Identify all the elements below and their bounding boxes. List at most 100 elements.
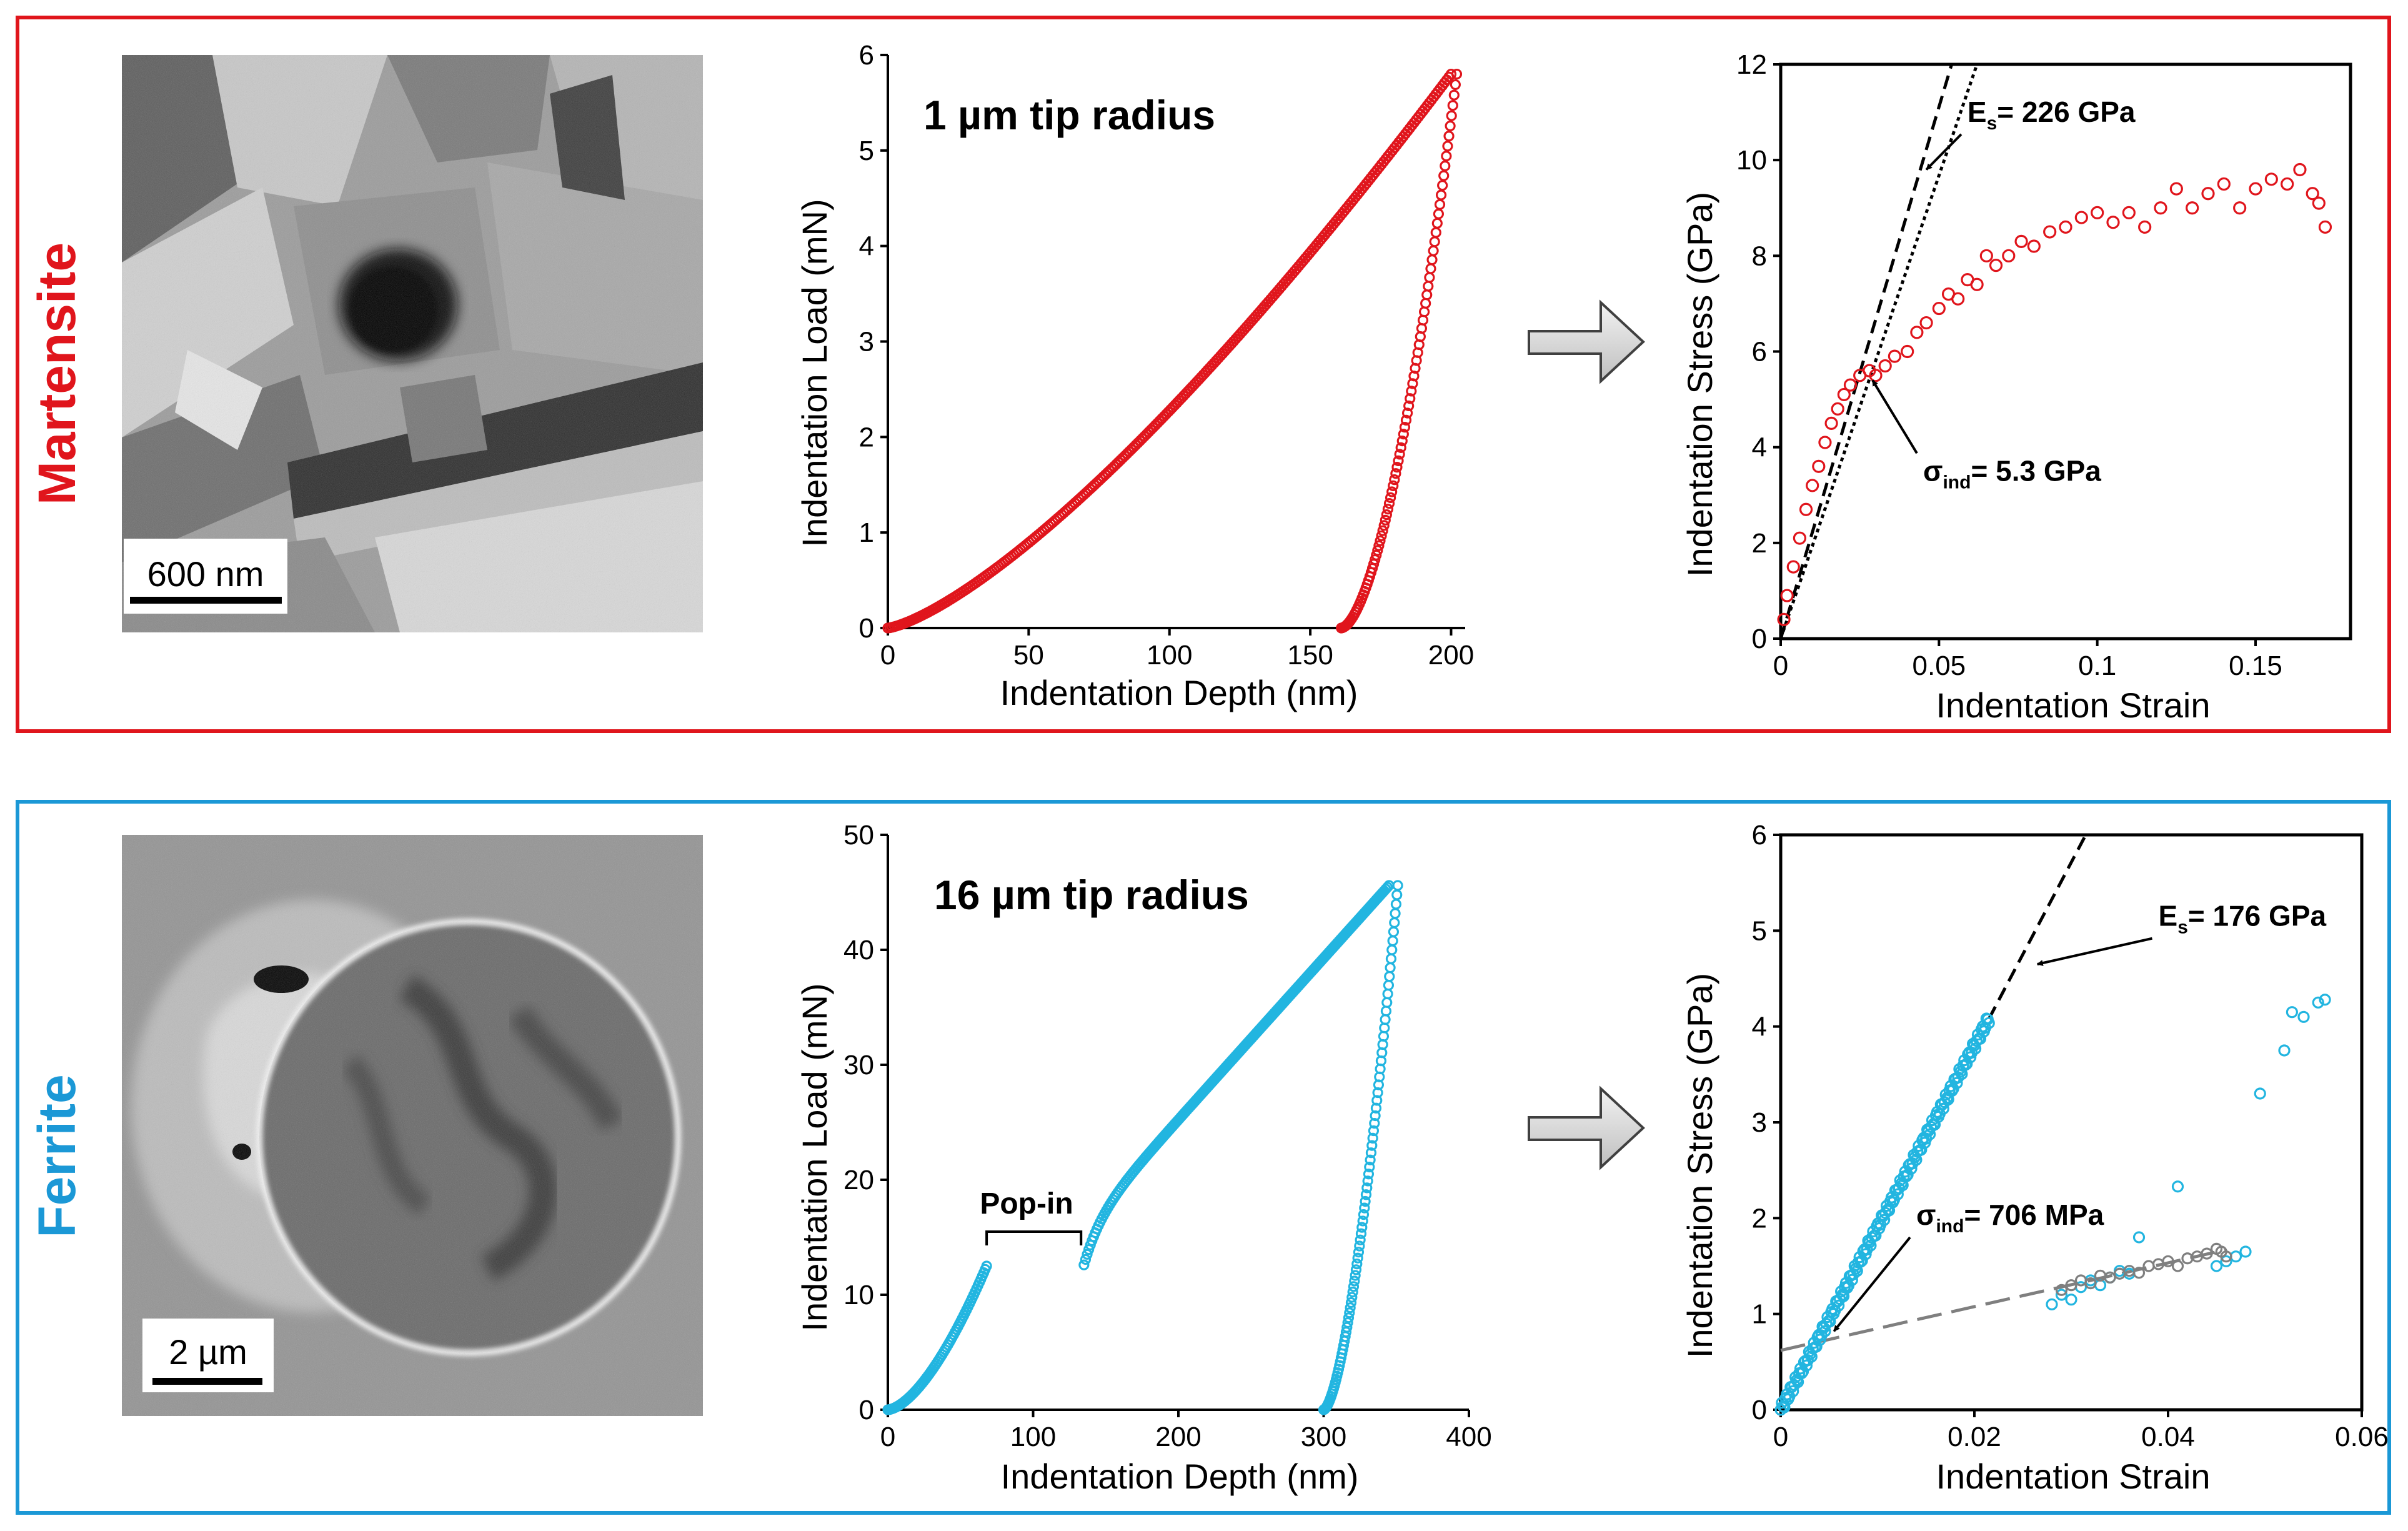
ferrite-stress-strain-elastic-data-point bbox=[1906, 1157, 1919, 1170]
ferrite-load-depth-unloading-point bbox=[1350, 1270, 1361, 1281]
ferrite-load-depth-unloading-point bbox=[1390, 908, 1401, 919]
ferrite-stress-strain-data-point bbox=[2094, 1279, 2107, 1292]
martensite-stress-strain-data-point bbox=[2002, 249, 2016, 262]
ferrite-load-depth-chart: 16 µm tip radius Indentation Depth (nm) … bbox=[795, 820, 1492, 1496]
ferrite-stress-strain-y-tick-label: 6 bbox=[1752, 820, 1767, 850]
martensite-stress-strain-fit-line bbox=[1779, 64, 1979, 639]
martensite-load-depth-unloading-point bbox=[1383, 498, 1395, 509]
martensite-load-depth-y-tick-label: 3 bbox=[859, 327, 874, 357]
martensite-load-depth-unloading-point bbox=[1443, 131, 1455, 142]
martensite-stress-strain-data-point bbox=[1910, 326, 1924, 339]
ferrite-load-depth-y-tick-label: 30 bbox=[843, 1050, 874, 1080]
martensite-stress-strain-data-point bbox=[1780, 589, 1794, 602]
ferrite-load-depth-unloading-point bbox=[1367, 1132, 1378, 1144]
ferrite-load-depth-unloading-point bbox=[1353, 1247, 1365, 1258]
ferrite-load-depth-unloading-point bbox=[1369, 1117, 1380, 1129]
popin-label: Pop-in bbox=[980, 1187, 1073, 1220]
ferrite-stress-strain-gray-data-point bbox=[2220, 1250, 2232, 1263]
martensite-stress-strain-data-point bbox=[1806, 479, 1819, 492]
martensite-stress-strain-data-point bbox=[1843, 378, 1858, 392]
martensite-load-depth-unloading-point bbox=[1442, 141, 1453, 152]
ferrite-stress-strain-fit-line bbox=[1780, 1248, 2227, 1352]
ferrite-load-depth-ylabel: Indentation Load (mN) bbox=[795, 983, 834, 1331]
ferrite-load-depth-unloading-point bbox=[1384, 971, 1395, 982]
ferrite-stress-strain-elastic-data-point bbox=[1983, 1017, 1995, 1029]
ferrite-load-depth-unloading-point bbox=[1390, 899, 1402, 910]
ferrite-load-depth-y-tick-label: 10 bbox=[843, 1280, 874, 1310]
ferrite-load-depth-y-tick-label: 40 bbox=[843, 935, 874, 965]
martensite-stress-strain-data-point bbox=[2091, 206, 2104, 220]
ferrite-load-depth-unloading-point bbox=[1387, 935, 1398, 947]
martensite-stress-strain-data-point bbox=[1837, 387, 1851, 402]
martensite-stress-strain-data-point bbox=[2281, 177, 2294, 191]
ferrite-stress-strain-data-point bbox=[2312, 996, 2324, 1009]
transition-arrow-icon bbox=[1528, 1085, 1645, 1170]
ferrite-stress-strain-y-tick-label: 2 bbox=[1752, 1203, 1767, 1234]
ferrite-load-depth-post-pop-in-loading-point bbox=[1078, 1259, 1090, 1270]
ferrite-load-depth-unloading-point bbox=[1392, 880, 1403, 891]
martensite-stress-strain-data-point bbox=[1878, 359, 1892, 373]
martensite-load-depth-unloading-point bbox=[1380, 514, 1391, 526]
ferrite-stress-strain-x-tick-label: 0.02 bbox=[1948, 1422, 2001, 1452]
martensite-load-depth-unloading-point bbox=[1385, 492, 1396, 503]
ferrite-stress-strain-annotation-arrow bbox=[2036, 937, 2152, 966]
martensite-stress-strain-y-tick-label: 6 bbox=[1752, 337, 1767, 367]
martensite-stress-strain-data-point bbox=[1951, 292, 1965, 306]
ferrite-load-depth-unloading-point bbox=[1361, 1182, 1373, 1194]
ferrite-load-depth-y-tick-label: 0 bbox=[859, 1395, 874, 1425]
ferrite-load-depth-unloading-point bbox=[1343, 1312, 1355, 1324]
martensite-stress-strain-x-tick-label: 0.05 bbox=[1913, 651, 1966, 681]
martensite-stress-strain-data-point bbox=[1777, 612, 1791, 626]
ferrite-load-depth-unloading-point bbox=[1360, 1195, 1371, 1207]
martensite-load-depth-unloading-point bbox=[1448, 89, 1460, 101]
martensite-stress-strain-data-point bbox=[2138, 220, 2152, 234]
martensite-stress-strain-y-tick-label: 10 bbox=[1736, 145, 1767, 176]
ferrite-load-depth-unloading-point bbox=[1365, 1154, 1376, 1165]
martensite-panel-frame bbox=[16, 16, 2391, 733]
ferrite-stress-strain-gray-data-point bbox=[2162, 1255, 2174, 1267]
martensite-load-depth-unloading-point bbox=[1433, 208, 1445, 219]
ferrite-stress-strain-data-point bbox=[2229, 1250, 2242, 1263]
martensite-load-depth-unloading-point bbox=[1424, 272, 1435, 283]
martensite-stress-strain-y-tick-label: 2 bbox=[1752, 528, 1767, 559]
martensite-load-depth-unloading-point bbox=[1446, 110, 1457, 121]
martensite-stress-strain-data-point bbox=[2014, 234, 2028, 248]
ferrite-stress-strain-elastic-data-point bbox=[1878, 1214, 1891, 1226]
ferrite-load-depth-unloading-point bbox=[1368, 1125, 1380, 1137]
martensite-stress-strain-data-point bbox=[1793, 531, 1806, 545]
ferrite-load-depth-unloading-point bbox=[1365, 1147, 1377, 1159]
ferrite-stress-strain-elastic-data-point bbox=[1905, 1162, 1918, 1175]
ferrite-stress-strain-x-tick-label: 0 bbox=[1773, 1422, 1788, 1452]
ferrite-load-depth-unloading-point bbox=[1391, 889, 1403, 900]
martensite-stress-strain-y-tick-label: 12 bbox=[1736, 49, 1767, 80]
martensite-stress-strain-data-point bbox=[2106, 216, 2120, 229]
martensite-load-depth-unloading-point bbox=[1399, 422, 1411, 433]
martensite-stress-strain-annotation-arrow bbox=[1925, 133, 1963, 171]
martensite-load-depth-y-tick-label: 0 bbox=[859, 613, 874, 644]
ferrite-stress-strain-x-tick-label: 0.04 bbox=[2141, 1422, 2195, 1452]
ferrite-stress-strain-gray-data-point bbox=[2065, 1279, 2077, 1292]
martensite-stress-strain-data-point bbox=[2201, 187, 2215, 201]
martensite-load-depth-unloading-point bbox=[1425, 263, 1436, 274]
ferrite-stress-strain-y-tick-label: 0 bbox=[1752, 1395, 1767, 1425]
ferrite-load-depth-x-tick-label: 100 bbox=[1010, 1422, 1056, 1452]
ferrite-stress-strain-data-point bbox=[2286, 1006, 2298, 1019]
martensite-load-depth-unloading-point bbox=[1445, 120, 1456, 132]
martensite-load-depth-unloading-point bbox=[1370, 554, 1381, 566]
ferrite-load-depth-unloading-point bbox=[1341, 1322, 1353, 1333]
ferrite-load-depth-unloading-point bbox=[1345, 1302, 1356, 1314]
ferrite-stress-strain-chart: Indentation Strain Indentation Stress (G… bbox=[1680, 820, 2389, 1496]
ferrite-load-depth-unloading-point bbox=[1359, 1202, 1370, 1214]
martensite-load-depth-unloading-point bbox=[1434, 199, 1446, 210]
ferrite-load-depth-unloading-point bbox=[1381, 997, 1393, 1008]
martensite-load-depth-unloading-point bbox=[1386, 486, 1398, 497]
ferrite-load-depth-unloading-point bbox=[1352, 1252, 1363, 1264]
martensite-stress-strain-data-point bbox=[2169, 182, 2183, 196]
martensite-stress-strain-fit-line bbox=[1779, 64, 1953, 639]
martensite-load-depth-unloading-point bbox=[1447, 100, 1458, 111]
ferrite-stress-strain-elastic-data-point bbox=[1833, 1299, 1845, 1312]
ferrite-load-depth-y-tick-label: 50 bbox=[843, 820, 874, 850]
ferrite-stress-strain-elastic-data-point bbox=[1819, 1325, 1831, 1337]
ferrite-load-depth-unloading-point bbox=[1364, 1161, 1375, 1173]
